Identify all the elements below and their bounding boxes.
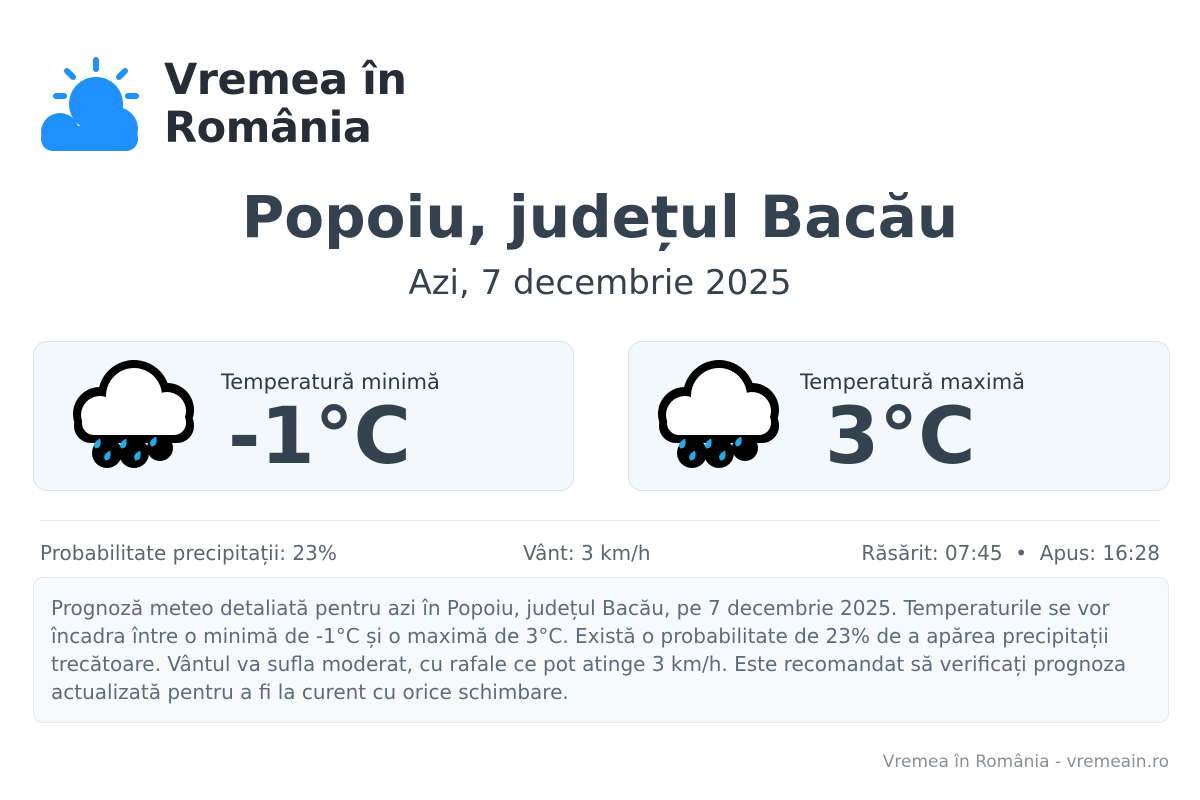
date-label: Azi, 7 decembrie 2025 xyxy=(408,263,792,303)
min-temp-label: Temperatură minimă xyxy=(221,370,440,394)
min-temp-card: Temperatură minimă -1°C xyxy=(33,341,574,491)
rain-cloud-icon xyxy=(658,360,779,468)
max-temp-label: Temperatură maximă xyxy=(800,370,1026,394)
logo-text: Vremea în România xyxy=(164,55,407,153)
sun-info: Răsărit: 07:45 • Apus: 16:28 xyxy=(861,541,1160,565)
sun-cloud-logo-icon xyxy=(41,57,139,151)
forecast-description: Prognoză meteo detaliată pentru azi în P… xyxy=(33,577,1169,723)
max-temp-value: 3°C xyxy=(825,392,976,482)
footer-credit[interactable]: Vremea în România - vremeain.ro xyxy=(882,752,1169,772)
page-title: Popoiu, județul Bacău xyxy=(241,183,959,251)
site-logo[interactable]: Vremea în România xyxy=(36,54,407,154)
divider xyxy=(40,520,1160,521)
logo-line-2: România xyxy=(164,103,372,153)
min-temp-value: -1°C xyxy=(228,392,411,482)
precipitation-info: Probabilitate precipitații: 23% xyxy=(40,541,337,565)
rain-cloud-icon xyxy=(73,360,194,468)
logo-line-1: Vremea în xyxy=(164,55,407,105)
wind-info: Vânt: 3 km/h xyxy=(523,541,651,565)
max-temp-card: Temperatură maximă 3°C xyxy=(628,341,1170,491)
